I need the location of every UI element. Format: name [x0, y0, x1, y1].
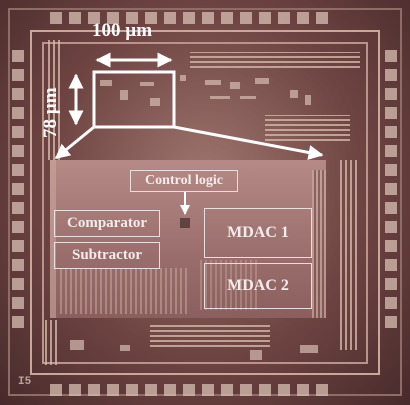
- selection-box: [92, 70, 176, 129]
- zoom-line-left: [54, 125, 95, 160]
- subtractor-label: Subtractor: [54, 242, 160, 269]
- pointer-target: [180, 218, 190, 228]
- routing-bus-bottom: [150, 325, 270, 347]
- mdac1-label: MDAC 1: [204, 208, 312, 258]
- routing-bus-top: [190, 52, 360, 68]
- routing-bus-right: [340, 160, 360, 350]
- control-logic-label: Control logic: [130, 170, 238, 192]
- die-core-ring: [42, 42, 368, 364]
- zoom-left-frame: [50, 160, 56, 318]
- zoom-capacitor-array-left: [60, 268, 190, 314]
- zoomed-region: [50, 160, 326, 318]
- pad-column-right: [385, 50, 397, 328]
- mdac2-label: MDAC 2: [204, 263, 312, 309]
- pad-row-bottom: [50, 384, 328, 396]
- routing-bus-lower-left: [45, 320, 59, 365]
- width-label: 100 µm: [92, 20, 153, 41]
- zoom-line-right: [173, 125, 324, 160]
- zoom-right-bus: [312, 170, 326, 318]
- routing-bus-left: [48, 40, 62, 160]
- die-marking: I5: [18, 376, 32, 388]
- die-seal-ring: [30, 30, 380, 375]
- height-label: 78 µm: [40, 87, 61, 138]
- pad-column-left: [12, 50, 24, 328]
- routing-bus-right-mid: [265, 115, 350, 141]
- pad-row-top: [50, 12, 328, 24]
- zoom-capacitor-array-right: [200, 260, 260, 310]
- comparator-label: Comparator: [54, 210, 160, 237]
